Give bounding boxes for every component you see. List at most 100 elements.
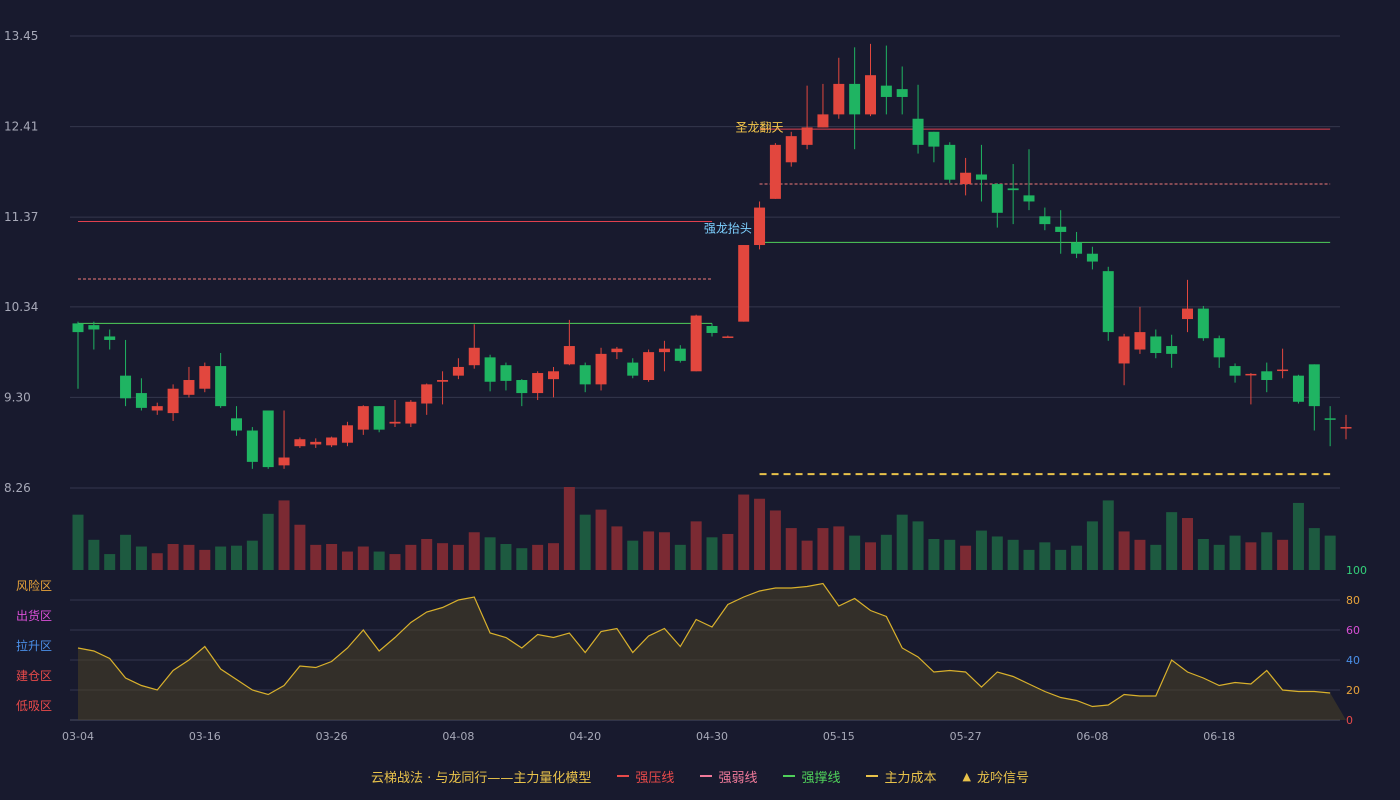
- volume-bar: [579, 514, 591, 570]
- candle-body: [1229, 366, 1241, 376]
- volume-bar: [817, 528, 829, 570]
- volume-bar: [72, 514, 84, 570]
- candle-body: [326, 437, 338, 446]
- solid-line-icon: [617, 775, 630, 777]
- volume-bar: [1292, 502, 1304, 570]
- candle-body: [1102, 271, 1114, 333]
- price-tick-label: 9.30: [4, 390, 31, 404]
- volume-bar: [658, 532, 670, 570]
- volume-bar: [1324, 535, 1336, 570]
- candle-body: [1308, 364, 1320, 407]
- zone-label: 建仓区: [16, 669, 52, 683]
- x-tick-label: 03-26: [316, 730, 348, 743]
- candle-body: [975, 174, 987, 180]
- candle-body: [627, 362, 639, 376]
- volume-bar: [421, 538, 433, 570]
- legend-item-resistance[interactable]: 强压线: [617, 767, 674, 786]
- zone-label: 拉升区: [16, 638, 52, 653]
- candle-body: [120, 375, 132, 399]
- candle-body: [294, 439, 306, 447]
- candle-body: [1324, 418, 1336, 420]
- x-tick-label: 03-16: [189, 730, 221, 743]
- signal-annotation: 圣龙翻天: [736, 121, 784, 135]
- volume-bar: [849, 535, 861, 570]
- candle-body: [516, 380, 528, 394]
- candle-body: [801, 127, 813, 145]
- volume-bar: [785, 528, 797, 570]
- indicator-tick-label: 80: [1346, 594, 1360, 607]
- candle-body: [484, 357, 496, 382]
- legend-item-signal[interactable]: ▲ 龙吟信号: [962, 767, 1028, 786]
- candle-body: [1071, 242, 1083, 254]
- volume-bar: [1039, 542, 1051, 570]
- volume-bar: [88, 539, 100, 570]
- indicator-tick-label: 40: [1346, 654, 1360, 667]
- candle-body: [1134, 332, 1146, 350]
- volume-bar: [246, 540, 258, 570]
- candle-body: [199, 366, 211, 389]
- candle-body: [1277, 369, 1289, 372]
- candle-body: [690, 315, 702, 372]
- volume-bar: [1055, 549, 1067, 570]
- volume-bar: [405, 544, 417, 570]
- volume-bar: [1086, 521, 1098, 570]
- candle-body: [896, 89, 908, 97]
- legend-item-cost[interactable]: 主力成本: [866, 767, 936, 786]
- volume-bar: [754, 498, 766, 570]
- candle-body: [754, 207, 766, 246]
- indicator-line: [77, 582, 1331, 708]
- legend-item-strength[interactable]: 强弱线: [700, 767, 757, 786]
- candle-body: [104, 336, 116, 340]
- volume-bar: [1182, 518, 1193, 570]
- volume-bar: [262, 513, 274, 570]
- indicator-tick-label: 20: [1346, 684, 1360, 697]
- candle-body: [167, 388, 179, 414]
- price-tick-label: 10.34: [4, 300, 38, 314]
- volume-bar: [389, 554, 401, 570]
- zone-label: 风险区: [16, 578, 52, 593]
- volume-bar: [1277, 539, 1289, 570]
- volume-bar: [1102, 500, 1114, 570]
- indicator-tick-label: 100: [1346, 564, 1367, 577]
- candle-body: [437, 380, 449, 382]
- dashed-line-icon: [866, 775, 879, 777]
- legend-label: 强弱线: [718, 770, 758, 786]
- candle-body: [262, 410, 274, 468]
- volume-bar: [437, 543, 449, 570]
- volume-bar: [215, 546, 227, 570]
- candle-body: [500, 365, 512, 381]
- candle-body: [785, 136, 797, 163]
- volume-bar: [1118, 531, 1130, 570]
- volume-bar: [801, 540, 813, 570]
- legend-item-support[interactable]: 强撑线: [783, 767, 840, 786]
- candle-body: [310, 441, 322, 445]
- volume-bar: [912, 521, 924, 570]
- signal-annotation: 强龙抬头: [704, 222, 752, 236]
- x-tick-label: 06-08: [1076, 730, 1108, 743]
- x-tick-label: 05-27: [950, 730, 982, 743]
- volume-bar: [928, 538, 940, 570]
- volume-bar: [1166, 512, 1178, 570]
- candle-body: [960, 172, 972, 185]
- x-tick-label: 04-20: [569, 730, 601, 743]
- volume-bar: [865, 542, 876, 570]
- volume-bar: [627, 540, 639, 570]
- volume-bar: [1197, 538, 1209, 570]
- candle-body: [1197, 308, 1209, 339]
- volume-bar: [643, 531, 655, 570]
- candle-body: [1245, 373, 1257, 376]
- volume-bar: [120, 534, 132, 570]
- volume-bar: [738, 494, 750, 570]
- candle-body: [991, 184, 1003, 213]
- candle-body: [1292, 375, 1304, 402]
- volume-bar: [310, 544, 322, 570]
- candle-body: [72, 323, 84, 333]
- candle-body: [1166, 346, 1178, 354]
- volume-bar: [944, 539, 956, 570]
- volume-bar: [278, 500, 290, 570]
- candle-body: [944, 144, 956, 180]
- candle-body: [1340, 427, 1352, 429]
- volume-bar: [674, 544, 686, 570]
- x-tick-label: 04-30: [696, 730, 728, 743]
